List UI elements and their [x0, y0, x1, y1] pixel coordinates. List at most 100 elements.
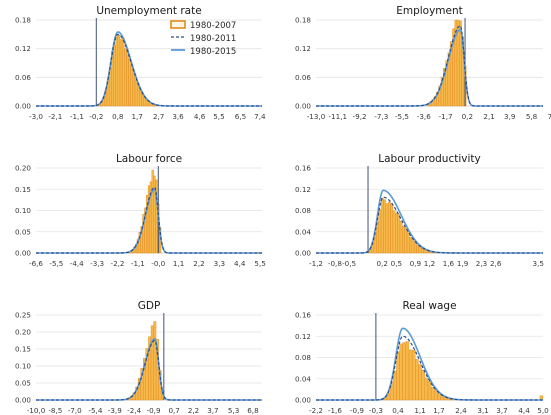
- x-tick-label: 3,1: [477, 406, 488, 415]
- bar: [413, 241, 417, 254]
- panel-5: GDP 0.00 0.05 0.10 0.15 0.20 0.25 -10,0 -8,5 -7,0…: [15, 300, 262, 415]
- legend-label: 1980-2015: [190, 47, 236, 57]
- bar: [416, 244, 420, 254]
- x-tick-label: 2,2: [188, 406, 199, 415]
- y-tick-label: 0.06: [295, 73, 311, 82]
- y-tick-label: 0.15: [15, 345, 31, 354]
- bar: [139, 89, 142, 107]
- bar: [151, 169, 154, 254]
- y-tick-label: 0.12: [15, 44, 31, 53]
- series-line-1980-2015: [316, 28, 543, 107]
- x-tick-label: 0,4: [392, 406, 404, 415]
- panel-4: Labour productivity 0.00 0.04 0.08 0.12 0.16 -…: [295, 153, 544, 268]
- x-tick-label: -1,7: [439, 112, 453, 121]
- x-tick-label: -0,0: [151, 259, 165, 268]
- bar: [434, 390, 438, 401]
- x-tick-label: -7,3: [374, 112, 388, 121]
- x-tick-label: 1,9: [457, 259, 469, 268]
- legend-label: 1980-2011: [190, 34, 236, 44]
- y-tick-label: 0.12: [295, 332, 311, 341]
- bar: [130, 65, 134, 107]
- bar: [430, 387, 435, 401]
- x-tick-label: 1,6: [443, 259, 455, 268]
- legend-swatch-bar: [170, 20, 186, 29]
- x-tick-label: -7,0: [68, 406, 82, 415]
- bar: [415, 359, 419, 401]
- legend: 1980-2007 1980-2011 1980-2015: [170, 20, 236, 57]
- y-tick-label: 0.12: [295, 44, 311, 53]
- x-tick-label: 2,7: [153, 112, 164, 121]
- bar: [392, 210, 396, 254]
- y-tick-label: 0.20: [15, 328, 31, 337]
- x-tick-label: 6,8: [247, 406, 259, 415]
- x-tick-label: 4,4: [234, 259, 246, 268]
- y-tick-label: 0.18: [15, 16, 31, 25]
- x-tick-label: 7,7: [548, 112, 551, 121]
- x-tick-label: 5,3: [228, 406, 239, 415]
- bar: [402, 225, 405, 254]
- bar: [115, 34, 118, 107]
- series-line-1980-2011: [36, 186, 262, 254]
- panel-2: Employment 0.00 0.06 0.12 0.18 -13,0 -11,1 -9,2…: [295, 5, 551, 121]
- x-tick-label: 0,7: [168, 406, 179, 415]
- panel-title: Unemployment rate: [96, 5, 201, 17]
- panel-6: Real wage 0.00 0.04 0.08 0.12 0.16 -2,2 -1,6 -0,…: [295, 300, 549, 415]
- series-line-1980-2011: [36, 340, 262, 401]
- bar: [117, 34, 121, 107]
- x-tick-label: -3,0: [29, 112, 43, 121]
- bar: [395, 212, 398, 254]
- panel-title: Labour productivity: [378, 153, 480, 165]
- bar: [409, 237, 412, 254]
- bar: [427, 381, 432, 401]
- bar: [437, 393, 441, 401]
- series-line-1980-2011: [316, 24, 543, 107]
- panel-title: GDP: [138, 300, 161, 312]
- x-tick-label: 3,5: [533, 259, 544, 268]
- bar: [406, 232, 410, 254]
- x-tick-label: -1,2: [309, 259, 323, 268]
- panel-title: Real wage: [402, 300, 456, 312]
- x-tick-label: -5,5: [49, 259, 63, 268]
- x-tick-label: -0,2: [89, 112, 103, 121]
- y-tick-label: 0.00: [15, 396, 31, 405]
- x-tick-label: 0,8: [112, 112, 124, 121]
- bar: [411, 239, 415, 254]
- x-tick-label: 0,2: [376, 259, 387, 268]
- y-tick-label: 0.10: [15, 362, 31, 371]
- bar: [387, 201, 391, 254]
- y-tick-label: 0.16: [295, 164, 311, 173]
- y-tick-label: 0.04: [295, 374, 311, 383]
- x-tick-label: -8,5: [48, 406, 62, 415]
- y-tick-label: 0.04: [295, 227, 311, 236]
- y-tick-label: 0.08: [295, 353, 311, 362]
- bar: [402, 342, 406, 401]
- x-tick-label: -1,6: [328, 406, 342, 415]
- x-tick-label: -0,9: [147, 406, 161, 415]
- panel-1: Unemployment rate 0.00 0.06 0.12 0.18 -3,0 -2,…: [15, 5, 266, 121]
- y-tick-label: 0.00: [295, 396, 311, 405]
- x-tick-label: 2,2: [193, 259, 204, 268]
- x-tick-label: -0,5: [342, 259, 356, 268]
- bar: [153, 321, 157, 401]
- x-tick-label: -2,2: [110, 259, 124, 268]
- y-tick-label: 0.10: [15, 206, 31, 215]
- x-tick-label: 4,4: [518, 406, 530, 415]
- x-tick-label: 1,7: [131, 112, 142, 121]
- x-tick-label: 0,5: [391, 259, 402, 268]
- bar: [150, 325, 154, 401]
- series-line-1980-2015: [316, 189, 543, 254]
- bar: [424, 377, 429, 401]
- x-tick-label: -3,3: [90, 259, 104, 268]
- x-tick-label: -11,1: [328, 112, 347, 121]
- y-tick-label: 0.16: [295, 311, 311, 320]
- x-tick-label: 7,4: [254, 112, 266, 121]
- x-tick-label: -9,2: [353, 112, 367, 121]
- x-tick-label: -1,1: [131, 259, 145, 268]
- x-tick-label: -4,4: [70, 259, 84, 268]
- legend-label: 1980-2007: [190, 21, 236, 31]
- bar: [399, 343, 403, 401]
- series-line-1980-2011: [316, 196, 543, 254]
- x-tick-label: -5,5: [395, 112, 409, 121]
- x-tick-label: 3,3: [214, 259, 225, 268]
- bar: [132, 70, 136, 107]
